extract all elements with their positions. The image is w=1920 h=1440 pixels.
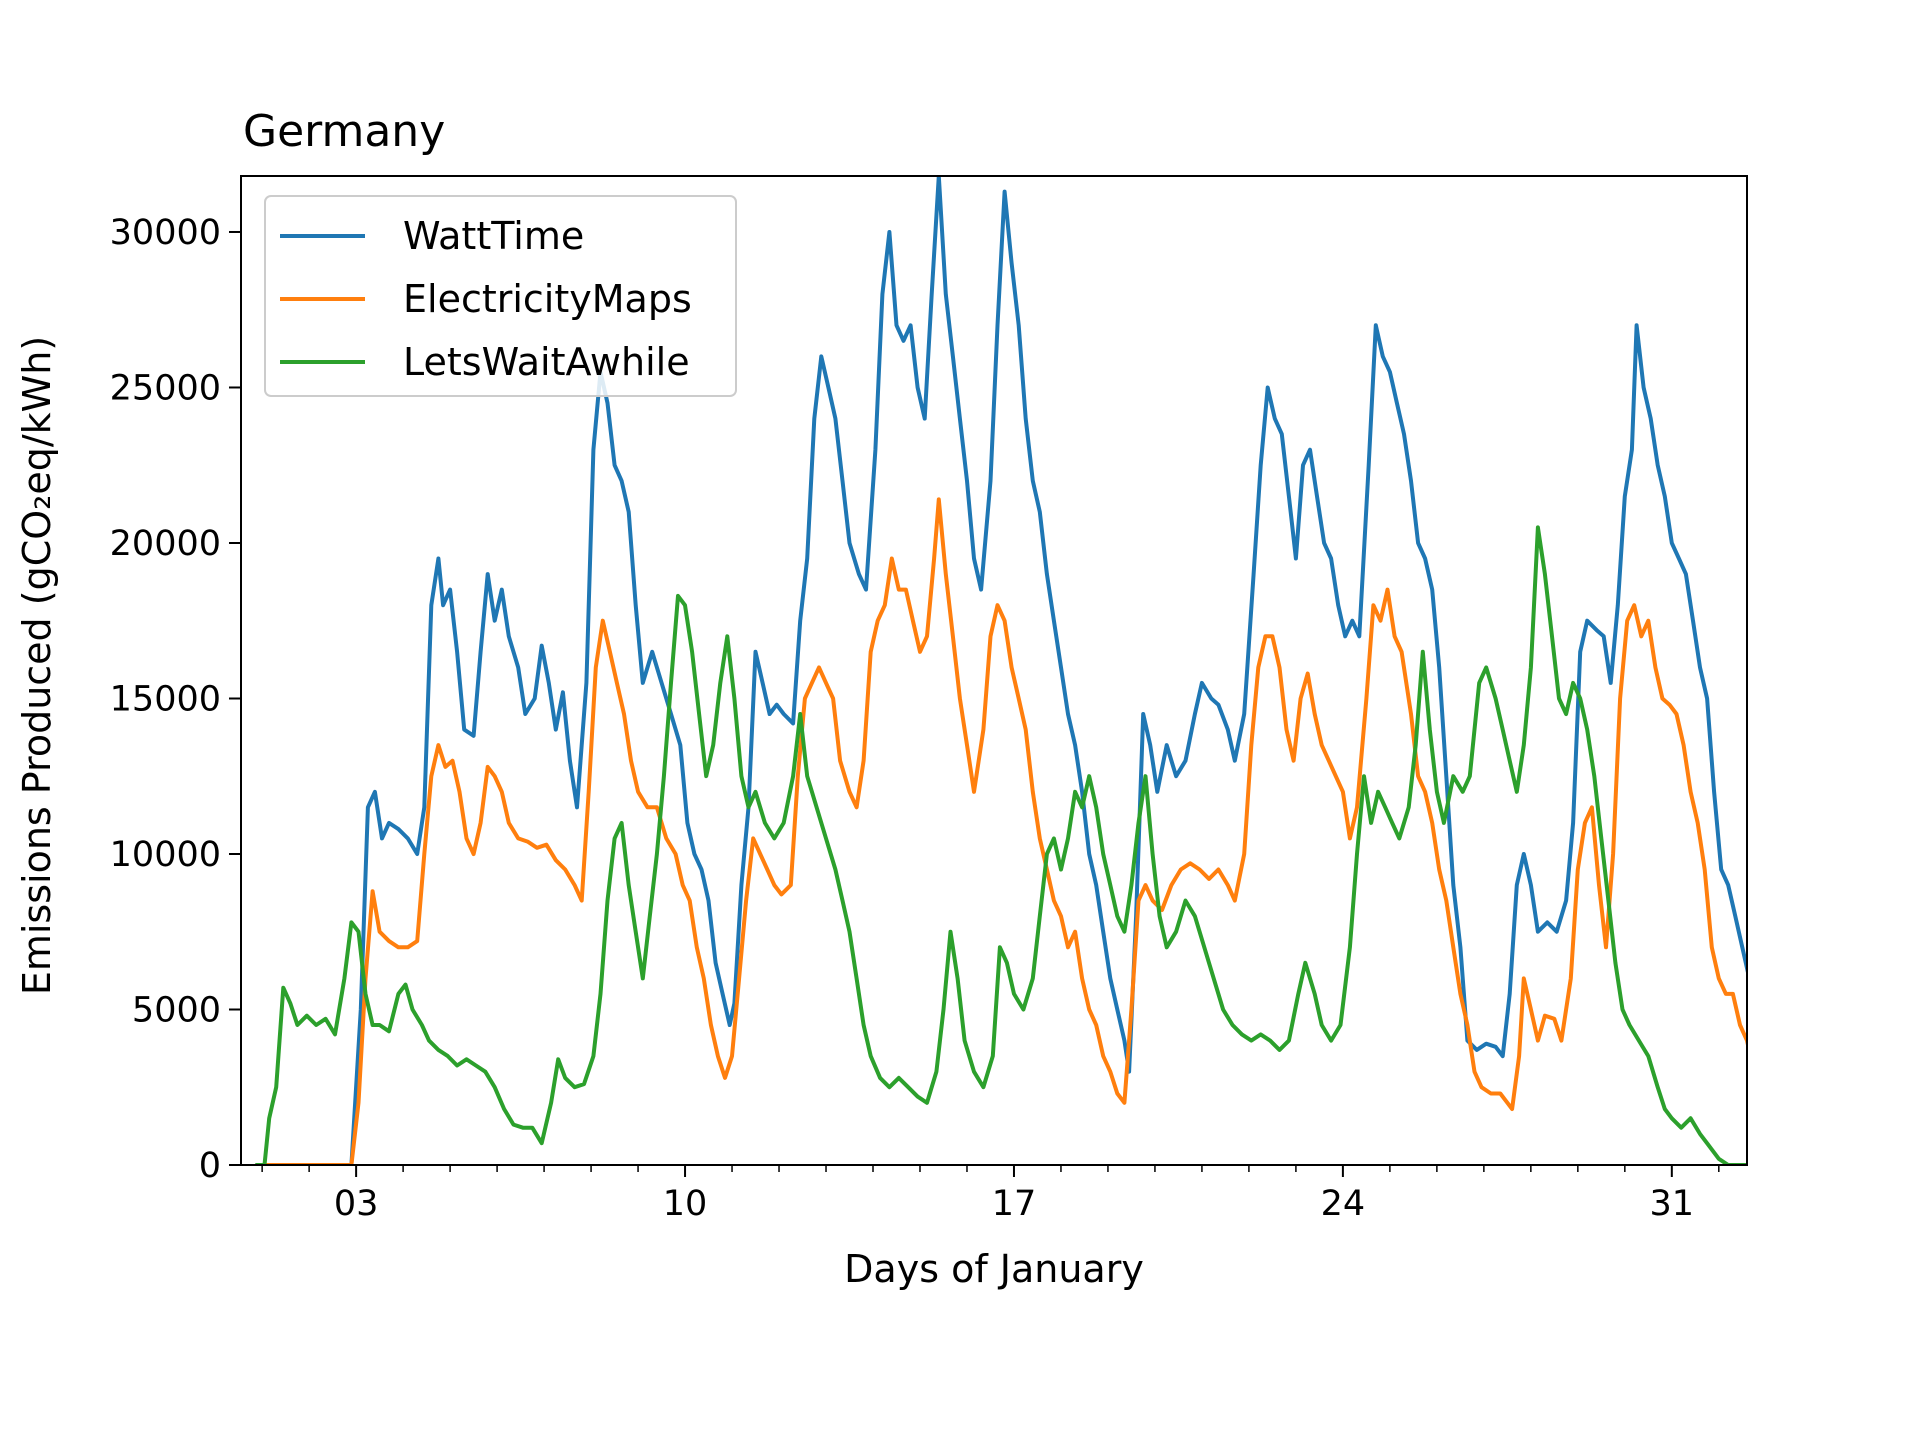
series-line-electricitymaps: [255, 497, 1747, 1165]
x-axis-label: Days of January: [844, 1247, 1144, 1291]
y-tick-label: 15000: [110, 679, 221, 719]
legend-label-electricitymaps: ElectricityMaps: [403, 277, 692, 321]
series-layer: [255, 176, 1747, 1165]
y-tick-label: 5000: [132, 990, 221, 1030]
axes-frame: [240, 175, 1748, 1166]
legend-label-watttime: WattTime: [403, 214, 584, 258]
x-tick-label: 10: [663, 1184, 708, 1224]
chart-title: Germany: [243, 106, 445, 157]
legend: WattTime ElectricityMaps LetsWaitAwhile: [264, 195, 737, 397]
y-tick-label: 10000: [110, 835, 221, 875]
series-line-letswaitawhile: [255, 525, 1747, 1165]
x-tick-label: 17: [992, 1184, 1037, 1224]
series-line-watttime: [255, 176, 1747, 1165]
ticks-layer: 03 10 17 24 31 0 5000 10000 15000 20000 25000 30000: [110, 213, 1720, 1224]
legend-label-letswaitawhile: LetsWaitAwhile: [403, 340, 690, 384]
legend-box: [264, 195, 737, 397]
y-axis-label: Emissions Produced (gCO₂eq/kWh): [15, 336, 59, 995]
y-tick-label: 25000: [110, 368, 221, 408]
y-tick-label: 20000: [110, 524, 221, 564]
y-tick-label: 30000: [110, 213, 221, 253]
y-tick-label: 0: [199, 1146, 221, 1186]
x-tick-label: 03: [334, 1184, 379, 1224]
x-tick-label: 24: [1321, 1184, 1366, 1224]
x-tick-label: 31: [1650, 1184, 1695, 1224]
